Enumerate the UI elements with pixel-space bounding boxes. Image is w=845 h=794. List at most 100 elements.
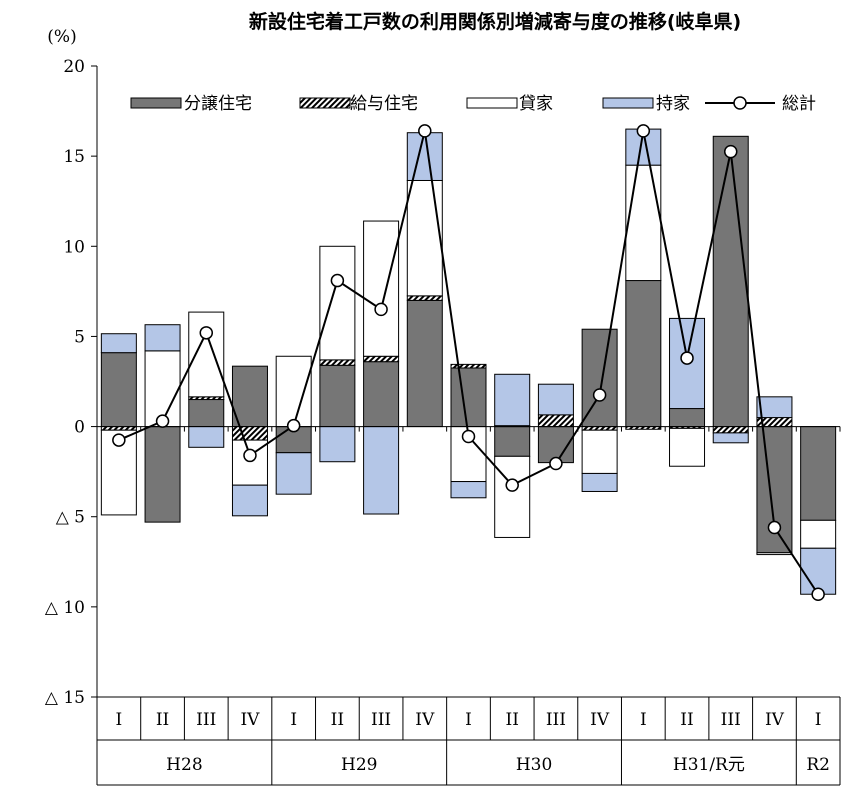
quarter-label: IV	[415, 710, 435, 730]
quarter-label: I	[115, 710, 122, 730]
bar-segment	[275, 452, 312, 495]
bar-segment	[363, 361, 400, 428]
y-tick-label: 20	[63, 57, 85, 77]
bar-segment	[800, 426, 837, 521]
year-label: R2	[806, 755, 830, 775]
legend-swatch	[299, 97, 351, 109]
quarter-label: IV	[590, 710, 610, 730]
bar-segment	[494, 455, 531, 538]
quarter-label: II	[505, 710, 518, 730]
bar-segment	[406, 299, 443, 428]
bar-segment	[669, 317, 706, 410]
y-tick-label: △ 10	[45, 598, 85, 618]
bar-segment	[275, 355, 312, 428]
bar-segment	[669, 427, 706, 467]
y-tick-label: △ 15	[45, 688, 85, 708]
bar-segment	[581, 429, 618, 474]
chart-title: 新設住宅着工戸数の利用関係別増減寄与度の推移(岐阜県)	[249, 10, 741, 33]
bar-segment	[406, 295, 443, 301]
bar-segment	[319, 426, 356, 463]
bar-segment	[231, 426, 268, 441]
total-marker	[461, 429, 476, 444]
bar-segment	[625, 164, 662, 282]
bar-segment	[625, 280, 662, 428]
quarter-label: II	[331, 710, 344, 730]
y-tick-label: 15	[63, 147, 85, 167]
bar-segment	[363, 220, 400, 357]
quarter-label: III	[721, 710, 741, 730]
year-label: H28	[166, 755, 202, 775]
y-tick-label: 5	[74, 327, 85, 347]
quarter-label: IV	[240, 710, 260, 730]
bar-segment	[756, 396, 793, 419]
bar-segment	[756, 552, 793, 556]
legend-swatch	[130, 97, 182, 109]
bar-segment	[800, 519, 837, 549]
total-marker	[592, 388, 607, 402]
bar-segment	[406, 179, 443, 297]
y-tick-label: 10	[63, 237, 85, 257]
bar-segment	[712, 135, 749, 428]
bar-segment	[800, 547, 837, 595]
bar-segment	[712, 432, 749, 444]
bar-segment	[537, 414, 574, 428]
quarter-label: IV	[765, 710, 785, 730]
bar-segment	[581, 472, 618, 492]
total-marker	[155, 414, 170, 428]
total-marker	[680, 351, 694, 365]
y-tick-label: 0	[74, 418, 85, 438]
legend-label: 持家	[656, 94, 690, 114]
quarter-label: I	[640, 710, 647, 730]
quarter-label: II	[156, 710, 169, 730]
bar-segment	[188, 311, 225, 398]
quarter-label: II	[680, 710, 693, 730]
year-label: H31/R元	[673, 755, 745, 775]
legend-marker-swatch	[733, 96, 747, 110]
bar-segment	[406, 132, 443, 181]
legend-swatch	[602, 97, 654, 109]
bar-segment	[537, 383, 574, 416]
year-label: H29	[341, 755, 377, 775]
bar-segment	[363, 426, 400, 515]
bar-segment	[494, 373, 531, 427]
total-marker	[112, 433, 126, 447]
total-marker	[418, 124, 432, 138]
bar-segment	[144, 350, 181, 428]
y-axis: 20 15 10 5 0 △ 5 △ 10 △ 15	[45, 57, 98, 785]
legend: 分譲住宅 給与住宅 貸家 持家 総計	[130, 94, 816, 114]
bar-segment	[712, 426, 749, 434]
bar-segment	[231, 365, 268, 428]
quarter-label: I	[290, 710, 297, 730]
total-marker	[723, 144, 738, 159]
bar-segment	[100, 352, 137, 428]
quarter-label: I	[465, 710, 472, 730]
bar-segment	[319, 359, 356, 366]
quarter-label: III	[546, 710, 566, 730]
bar-segment	[100, 426, 137, 431]
bar-segment	[188, 399, 225, 428]
legend-swatch	[466, 97, 518, 109]
y-tick-label: △ 5	[56, 508, 85, 528]
bar-segment	[494, 426, 531, 457]
bar-segment	[581, 426, 618, 431]
legend-label: 貸家	[519, 94, 553, 114]
total-marker	[549, 456, 563, 471]
plot-area	[96, 124, 841, 601]
y-unit-label: (%)	[47, 27, 76, 47]
legend-label: 給与住宅	[350, 94, 418, 114]
bar-segment	[363, 355, 400, 363]
bar-segment	[188, 426, 225, 448]
quarter-label: III	[371, 710, 391, 730]
bar-segment	[669, 408, 706, 428]
total-marker	[636, 124, 651, 138]
bar-segment	[231, 484, 268, 517]
quarter-label: III	[196, 710, 216, 730]
quarter-label: I	[815, 710, 822, 730]
bar-segment	[144, 324, 181, 352]
legend-label: 総計	[782, 94, 816, 114]
total-marker	[505, 478, 519, 492]
bar-segment	[450, 367, 487, 428]
bar-segment	[100, 333, 137, 354]
